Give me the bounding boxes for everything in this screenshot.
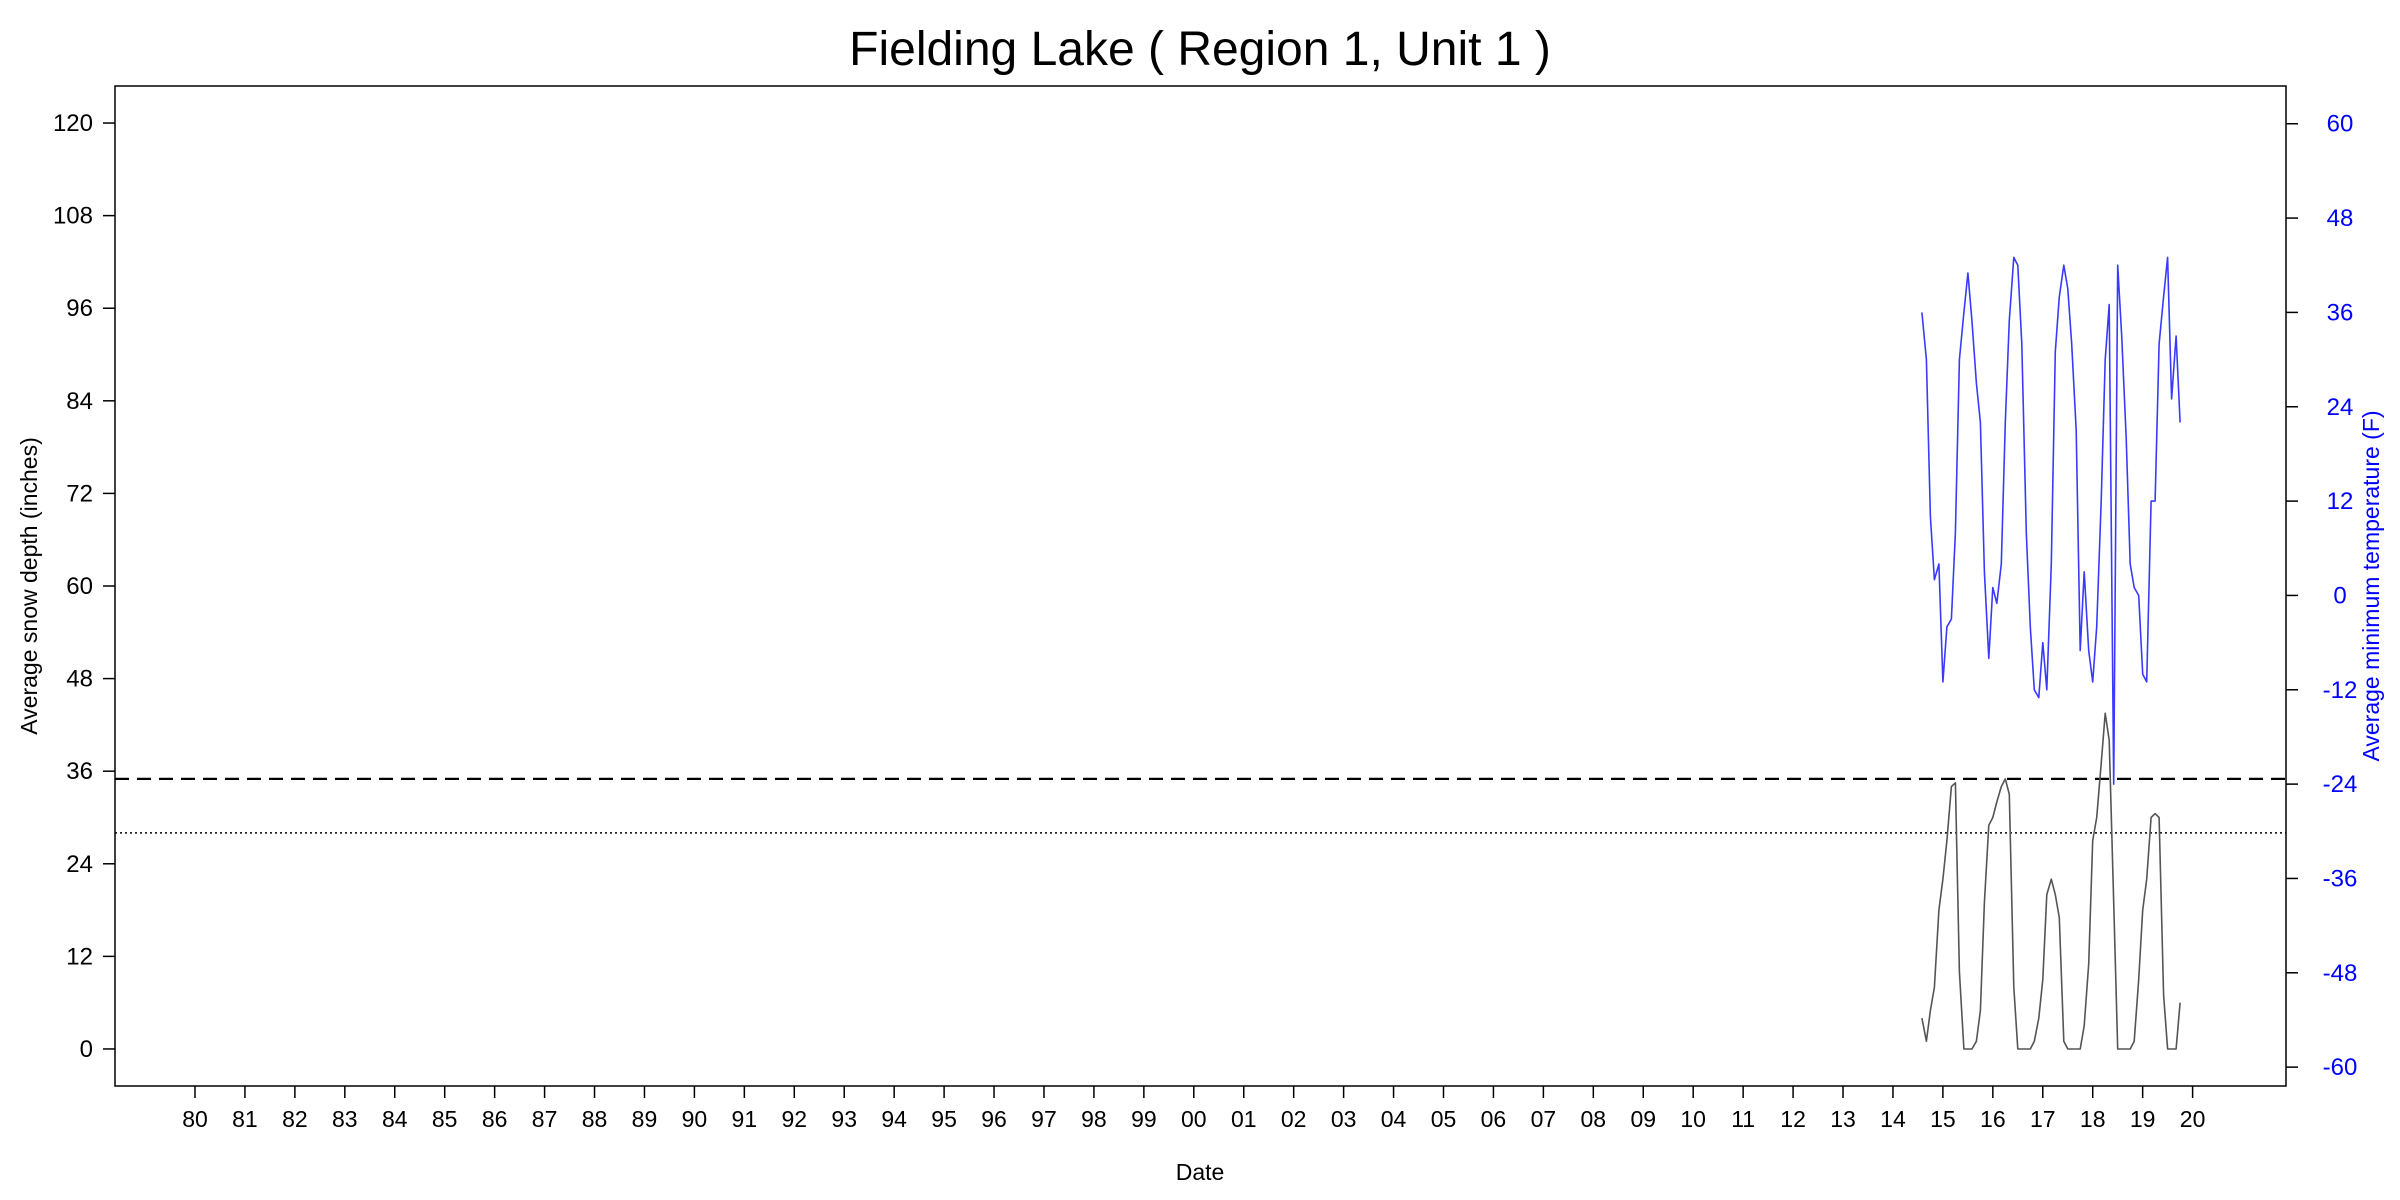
chart-title: Fielding Lake ( Region 1, Unit 1 ) <box>849 23 1551 76</box>
x-tick-label: 83 <box>332 1106 358 1132</box>
x-tick-label: 02 <box>1281 1106 1307 1132</box>
y-left-tick-label: 72 <box>66 480 93 507</box>
snow-depth-series-line <box>1921 712 2181 1050</box>
y-left-tick-label: 48 <box>66 666 93 693</box>
x-tick-label: 09 <box>1630 1106 1656 1132</box>
y-axis-right: -60 -48 -36 -24 -12 0 12 24 36 48 60 <box>2286 111 2357 1081</box>
x-tick-label: 15 <box>1930 1106 1956 1132</box>
x-tick-label: 92 <box>781 1106 807 1132</box>
y-left-tick-label: 84 <box>66 388 93 415</box>
x-tick-label: 96 <box>981 1106 1007 1132</box>
x-tick-label: 03 <box>1331 1106 1357 1132</box>
x-tick-label: 94 <box>881 1106 907 1132</box>
x-tick-label: 20 <box>2180 1106 2206 1132</box>
y-left-tick-label: 0 <box>80 1036 93 1063</box>
x-tick-label: 04 <box>1381 1106 1407 1132</box>
x-tick-label: 84 <box>382 1106 408 1132</box>
y-right-tick-label: 36 <box>2327 299 2354 326</box>
x-axis: 80 81 82 83 84 85 86 87 88 89 90 91 92 93 94 95 96 97 98 99… <box>182 1086 2205 1132</box>
x-tick-label: 86 <box>482 1106 508 1132</box>
x-tick-label: 00 <box>1181 1106 1207 1132</box>
y-left-tick-label: 120 <box>53 110 93 137</box>
x-tick-label: 17 <box>2030 1106 2056 1132</box>
x-tick-label: 18 <box>2080 1106 2106 1132</box>
y-left-tick-label: 24 <box>66 851 93 878</box>
x-tick-label: 97 <box>1031 1106 1057 1132</box>
y-right-tick-label: -12 <box>2323 677 2358 704</box>
series-layer <box>1921 256 2181 1050</box>
x-tick-label: 90 <box>682 1106 708 1132</box>
y-right-tick-label: 48 <box>2327 205 2354 232</box>
y-left-tick-label: 108 <box>53 203 93 230</box>
y-axis-left: 0 12 24 36 48 60 72 84 96 108 120 <box>53 110 115 1063</box>
x-tick-label: 01 <box>1231 1106 1257 1132</box>
y-right-tick-label: -36 <box>2323 865 2358 892</box>
x-tick-label: 07 <box>1531 1106 1557 1132</box>
x-tick-label: 13 <box>1830 1106 1856 1132</box>
x-tick-label: 88 <box>582 1106 608 1132</box>
y-right-tick-label: -24 <box>2323 771 2358 798</box>
x-tick-label: 93 <box>831 1106 857 1132</box>
x-tick-label: 19 <box>2130 1106 2156 1132</box>
x-tick-label: 82 <box>282 1106 308 1132</box>
y-left-tick-label: 60 <box>66 573 93 600</box>
y-left-tick-label: 12 <box>66 943 93 970</box>
x-tick-label: 14 <box>1880 1106 1906 1132</box>
y-right-tick-label: 12 <box>2327 488 2354 515</box>
x-tick-label: 08 <box>1581 1106 1607 1132</box>
x-tick-label: 98 <box>1081 1106 1107 1132</box>
x-tick-label: 89 <box>632 1106 658 1132</box>
y-axis-right-label: Average minimum temperature (F) <box>2358 410 2384 761</box>
x-tick-label: 81 <box>232 1106 258 1132</box>
x-tick-label: 95 <box>931 1106 957 1132</box>
x-tick-label: 91 <box>732 1106 758 1132</box>
x-tick-label: 99 <box>1131 1106 1157 1132</box>
x-tick-label: 85 <box>432 1106 458 1132</box>
y-right-tick-label: -60 <box>2323 1054 2358 1081</box>
y-left-tick-label: 96 <box>66 295 93 322</box>
y-right-tick-label: 24 <box>2327 394 2354 421</box>
y-right-tick-label: 60 <box>2327 111 2354 138</box>
x-tick-label: 10 <box>1680 1106 1706 1132</box>
x-tick-label: 05 <box>1431 1106 1457 1132</box>
y-right-tick-label: -48 <box>2323 960 2358 987</box>
x-axis-label: Date <box>1176 1159 1225 1185</box>
x-tick-label: 16 <box>1980 1106 2006 1132</box>
x-tick-label: 06 <box>1481 1106 1507 1132</box>
x-tick-label: 11 <box>1731 1106 1755 1132</box>
y-right-tick-label: 0 <box>2333 582 2346 609</box>
reference-lines <box>115 777 2286 834</box>
y-axis-left-label: Average snow depth (inches) <box>16 437 42 734</box>
y-left-tick-label: 36 <box>66 758 93 785</box>
x-tick-label: 12 <box>1780 1106 1806 1132</box>
x-tick-label: 80 <box>182 1106 208 1132</box>
min-temperature-series-line <box>1921 256 2181 785</box>
x-tick-label: 87 <box>532 1106 558 1132</box>
